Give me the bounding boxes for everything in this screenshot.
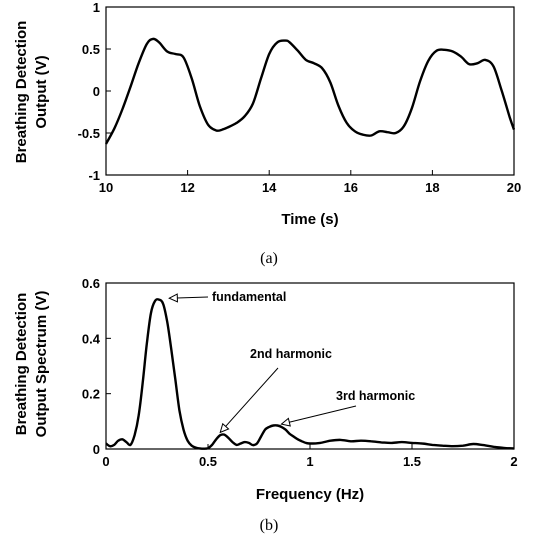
y-tick-label: 1: [93, 0, 100, 15]
plot-area-b: [105, 282, 515, 450]
x-tick-label: 16: [344, 180, 358, 195]
annotation-label: 2nd harmonic: [250, 347, 332, 361]
x-tick-label: 14: [262, 180, 277, 195]
x-tick-label: 20: [507, 180, 521, 195]
panel-caption-b: (b): [260, 517, 279, 534]
y-tick-label: 0: [93, 442, 100, 457]
annotation-label: fundamental: [212, 290, 286, 304]
y-tick-label: 0.5: [82, 42, 100, 57]
plot-frame: [105, 6, 515, 176]
y-axis-label-a-line1: Breathing Detection: [13, 21, 30, 164]
y-axis-label-a-line2: Output (V): [33, 55, 50, 128]
y-tick-label: -0.5: [78, 126, 100, 141]
annotation-arrowhead: [280, 417, 291, 427]
chart-spectrum: 0 0.5 1 1.5 2 0 0.2 0.4 0.6 fundamental 2nd harmo…: [13, 276, 518, 534]
annotations-b: fundamental 2nd harmonic 3rd harmonic: [168, 290, 415, 434]
x-tick-label: 12: [180, 180, 194, 195]
panel-caption-a: (a): [260, 250, 278, 267]
y-tick-label: 0.4: [82, 331, 101, 346]
x-tick-label: 1: [306, 454, 313, 469]
series-group-a: [104, 37, 516, 145]
x-tick-label: 18: [425, 180, 439, 195]
y-axis-label-b-line1: Breathing Detection: [13, 293, 30, 436]
x-axis-label-b: Frequency (Hz): [256, 486, 364, 503]
tick-labels-a: 10 12 14 16 18 20 -1 -0.5 0 0.5 1: [78, 0, 522, 195]
y-tick-label: 0.6: [82, 276, 100, 291]
y-tick-label: 0: [93, 84, 100, 99]
y-tick-label: -1: [88, 168, 100, 183]
x-tick-label: 2: [510, 454, 517, 469]
annotation-label: 3rd harmonic: [336, 389, 415, 403]
series-line: [104, 37, 516, 145]
series-line: [105, 298, 515, 450]
y-axis-label-b-line2: Output Spectrum (V): [33, 291, 50, 438]
y-tick-label: 0.2: [82, 387, 100, 402]
plot-frame: [105, 282, 515, 450]
x-axis-label-a: Time (s): [281, 211, 338, 228]
x-tick-label: 0.5: [199, 454, 217, 469]
x-tick-label: 10: [99, 180, 113, 195]
x-tick-label: 0: [102, 454, 109, 469]
series-group-b: [105, 298, 515, 450]
annotation-arrowhead: [219, 422, 230, 434]
chart-time-series: 10 12 14 16 18 20 -1 -0.5 0 0.5 1 Time (s) Breathi…: [13, 0, 521, 267]
tick-labels-b: 0 0.5 1 1.5 2 0 0.2 0.4 0.6: [82, 276, 518, 469]
x-tick-label: 1.5: [403, 454, 421, 469]
annotation-arrow: [281, 405, 357, 425]
annotation-arrow: [219, 367, 279, 433]
annotation-arrowhead: [168, 293, 178, 303]
plot-area-a: [105, 6, 515, 176]
